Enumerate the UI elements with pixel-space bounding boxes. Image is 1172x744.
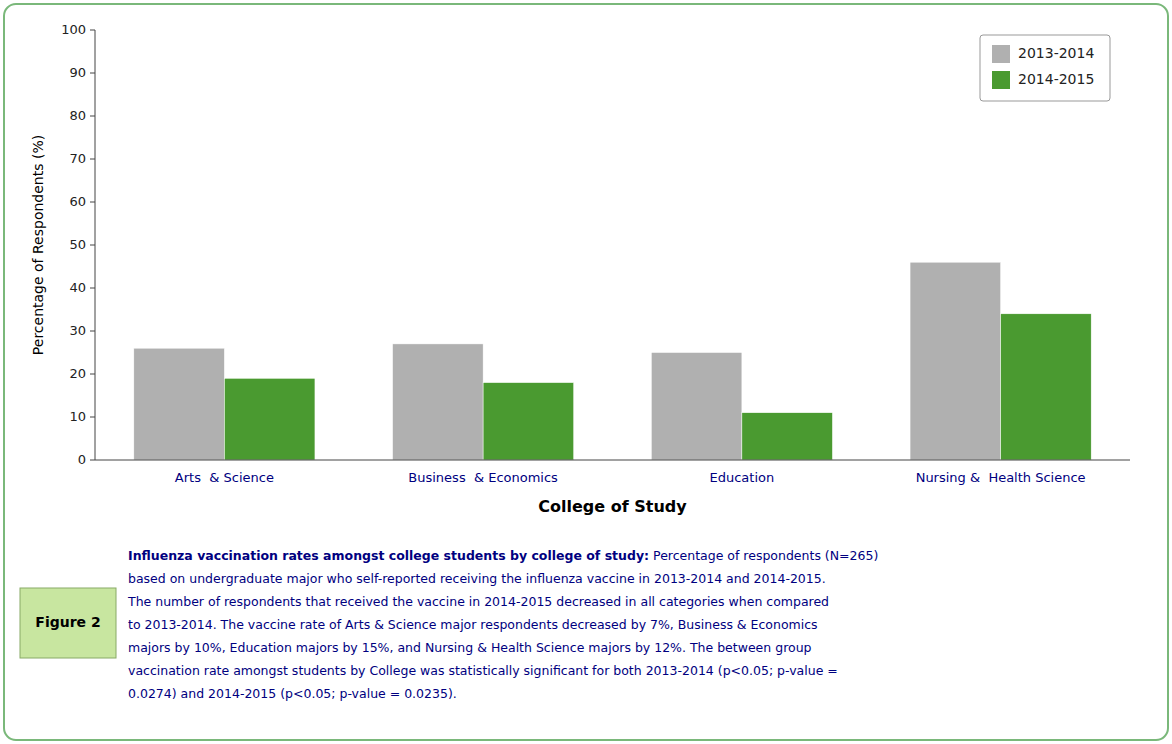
bar xyxy=(393,344,484,460)
y-tick-label: 20 xyxy=(69,366,86,381)
caption: Figure 2 Influenza vaccination rates amon… xyxy=(20,548,878,701)
figure-label: Figure 2 xyxy=(35,614,100,630)
x-tick-label: Arts & Science xyxy=(175,470,274,485)
caption-line: The number of respondents that received … xyxy=(127,594,829,609)
legend-label: 2013-2014 xyxy=(1018,45,1094,61)
y-tick-label: 50 xyxy=(69,237,86,252)
bar xyxy=(224,378,315,460)
caption-bold: Influenza vaccination rates amongst coll… xyxy=(128,548,649,563)
y-tick-label: 90 xyxy=(69,65,86,80)
x-axis-line xyxy=(95,460,1130,461)
bars xyxy=(134,262,1091,460)
y-tick-label: 100 xyxy=(61,22,86,37)
y-tick-label: 60 xyxy=(69,194,86,209)
x-tick-label: Education xyxy=(710,470,775,485)
y-tick-label: 40 xyxy=(69,280,86,295)
caption-line: 0.0274) and 2014-2015 (p<0.05; p-value =… xyxy=(128,686,457,701)
bar xyxy=(483,383,574,460)
x-tick-label: Nursing & Health Science xyxy=(916,470,1086,485)
figure-label-box xyxy=(20,588,116,658)
bar xyxy=(134,348,225,460)
caption-line: to 2013-2014. The vaccine rate of Arts &… xyxy=(128,617,818,632)
bar xyxy=(910,262,1001,460)
legend: 2013-2014 2014-2015 xyxy=(980,35,1110,101)
caption-normal: Percentage of respondents (N=265) xyxy=(649,548,878,563)
y-tick-label: 0 xyxy=(78,452,86,467)
caption-line: majors by 10%, Education majors by 15%, … xyxy=(128,640,812,655)
y-tick xyxy=(90,116,95,117)
y-tick xyxy=(90,30,95,31)
bar xyxy=(651,353,742,461)
y-tick xyxy=(90,288,95,289)
caption-line: based on undergraduate major who self-re… xyxy=(128,571,826,586)
y-tick xyxy=(90,331,95,332)
y-tick-label: 80 xyxy=(69,108,86,123)
bar xyxy=(1001,314,1092,460)
y-tick xyxy=(90,159,95,160)
y-tick-label: 10 xyxy=(69,409,86,424)
legend-label: 2014-2015 xyxy=(1018,71,1094,87)
chart-svg: 0 10 20 30 40 50 60 70 80 90 100 Arts & Science Busi… xyxy=(0,0,1172,744)
legend-frame xyxy=(980,35,1110,101)
legend-swatch xyxy=(992,71,1010,89)
y-tick xyxy=(90,73,95,74)
y-tick xyxy=(90,202,95,203)
y-tick-label: 30 xyxy=(69,323,86,338)
y-tick xyxy=(90,460,95,461)
caption-line: Influenza vaccination rates amongst coll… xyxy=(128,548,878,563)
x-tick-label: Business & Economics xyxy=(408,470,558,485)
caption-line: vaccination rate amongst students by Col… xyxy=(128,663,838,678)
page-border xyxy=(4,4,1168,740)
y-tick xyxy=(90,374,95,375)
y-axis-label: Percentage of Respondents (%) xyxy=(30,135,46,355)
legend-swatch xyxy=(992,45,1010,63)
x-axis-label: College of Study xyxy=(538,497,687,516)
y-tick-label: 70 xyxy=(69,151,86,166)
y-tick xyxy=(90,245,95,246)
bar xyxy=(742,413,833,460)
y-tick xyxy=(90,417,95,418)
